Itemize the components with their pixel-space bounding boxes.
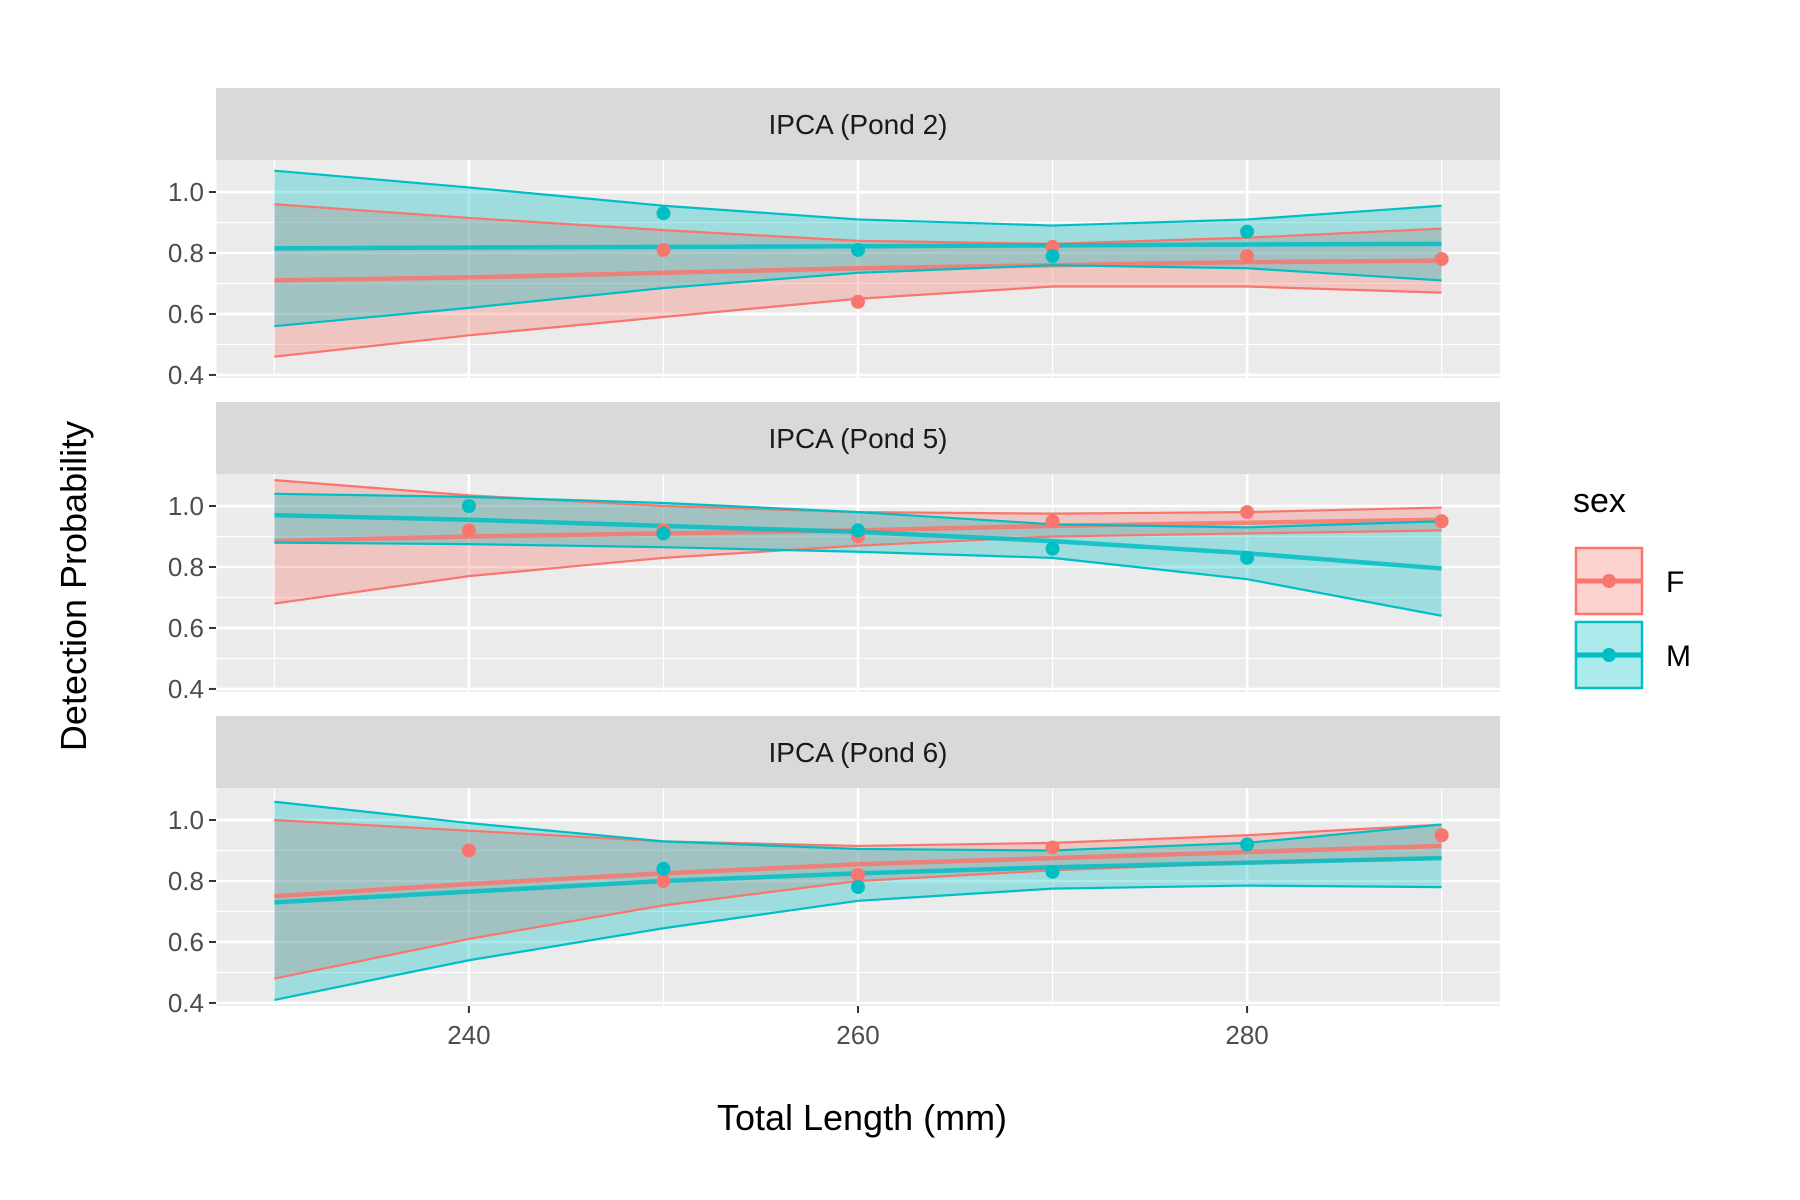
y-tick-label: 0.8 bbox=[168, 866, 204, 896]
legend-label-M: M bbox=[1666, 640, 1691, 673]
data-point-F bbox=[1240, 249, 1255, 264]
data-point-M bbox=[1240, 837, 1255, 852]
confidence-band-F bbox=[274, 204, 1442, 357]
data-point-M bbox=[851, 880, 865, 895]
band-lower-edge-M bbox=[274, 884, 1442, 1001]
band-upper-edge-M bbox=[274, 169, 1442, 227]
data-point-M bbox=[656, 861, 671, 876]
data-point-F bbox=[1434, 514, 1449, 529]
x-tick-label: 240 bbox=[447, 1020, 490, 1050]
confidence-band-F bbox=[274, 820, 1442, 979]
band-lower-edge-M bbox=[274, 541, 1442, 617]
y-tick-label: 0.6 bbox=[168, 613, 204, 643]
legend-title: sex bbox=[1573, 482, 1626, 520]
panel-strip bbox=[216, 402, 1500, 474]
y-tick-label: 0.8 bbox=[168, 238, 204, 268]
band-upper-edge-F bbox=[274, 818, 1442, 848]
y-tick-label: 0.4 bbox=[168, 360, 204, 390]
band-lower-edge-F bbox=[274, 529, 1442, 605]
x-axis: 240 260 280 bbox=[447, 1006, 1269, 1050]
data-point-M bbox=[1045, 864, 1060, 879]
x-tick-label: 260 bbox=[836, 1020, 879, 1050]
panel: IPCA (Pond 5) 0.4 0.6 0.8 1.0 bbox=[168, 402, 1500, 704]
y-tick-label: 1.0 bbox=[168, 177, 204, 207]
data-point-M bbox=[656, 206, 671, 221]
legend-key-point bbox=[1602, 574, 1616, 588]
fit-line-F bbox=[274, 843, 1442, 899]
panel-strip bbox=[216, 716, 1500, 788]
data-point-F bbox=[1434, 828, 1449, 843]
panel-strip-label: IPCA (Pond 6) bbox=[769, 737, 948, 768]
x-axis-title: Total Length (mm) bbox=[717, 1097, 1007, 1138]
y-tick-label: 0.8 bbox=[168, 552, 204, 582]
data-point-M bbox=[461, 499, 476, 514]
data-point-F bbox=[1045, 514, 1060, 529]
panel-strip-label: IPCA (Pond 2) bbox=[769, 109, 948, 140]
data-point-M bbox=[656, 526, 671, 541]
y-tick-label: 1.0 bbox=[168, 491, 204, 521]
data-point-M bbox=[1240, 224, 1255, 239]
data-point-M bbox=[1045, 249, 1060, 264]
data-point-M bbox=[1045, 541, 1060, 556]
legend-key-point bbox=[1602, 648, 1616, 662]
panel-strip-label: IPCA (Pond 5) bbox=[769, 423, 948, 454]
panel: IPCA (Pond 2) 0.4 0.6 0.8 1.0 bbox=[168, 88, 1500, 390]
legend-label-F: F bbox=[1666, 566, 1684, 599]
data-point-F bbox=[1434, 252, 1449, 267]
data-point-F bbox=[851, 867, 865, 882]
y-tick-label: 1.0 bbox=[168, 805, 204, 835]
data-point-M bbox=[1240, 550, 1255, 565]
band-lower-edge-M bbox=[274, 264, 1442, 328]
panel: IPCA (Pond 6) 0.4 0.6 0.8 1.0 bbox=[168, 716, 1500, 1018]
data-point-F bbox=[461, 843, 476, 858]
y-tick-label: 0.4 bbox=[168, 988, 204, 1018]
data-point-M bbox=[851, 523, 865, 538]
x-tick-label: 280 bbox=[1225, 1020, 1268, 1050]
y-tick-label: 0.6 bbox=[168, 927, 204, 957]
data-point-F bbox=[656, 873, 671, 888]
data-point-F bbox=[1240, 505, 1255, 520]
legend: sex F M bbox=[1573, 482, 1691, 690]
data-point-F bbox=[1045, 840, 1060, 855]
data-point-M bbox=[851, 242, 865, 257]
y-axis-title: Detection Probability bbox=[53, 421, 94, 751]
y-tick-label: 0.6 bbox=[168, 299, 204, 329]
data-point-F bbox=[656, 242, 671, 257]
panels-layer: IPCA (Pond 2) 0.4 0.6 0.8 1.0 IPCA (Pond 5) 0.… bbox=[168, 88, 1500, 1018]
y-tick-label: 0.4 bbox=[168, 674, 204, 704]
band-upper-edge-M bbox=[274, 492, 1442, 529]
data-point-F bbox=[851, 294, 865, 309]
data-point-F bbox=[461, 523, 476, 538]
panel-strip bbox=[216, 88, 1500, 160]
